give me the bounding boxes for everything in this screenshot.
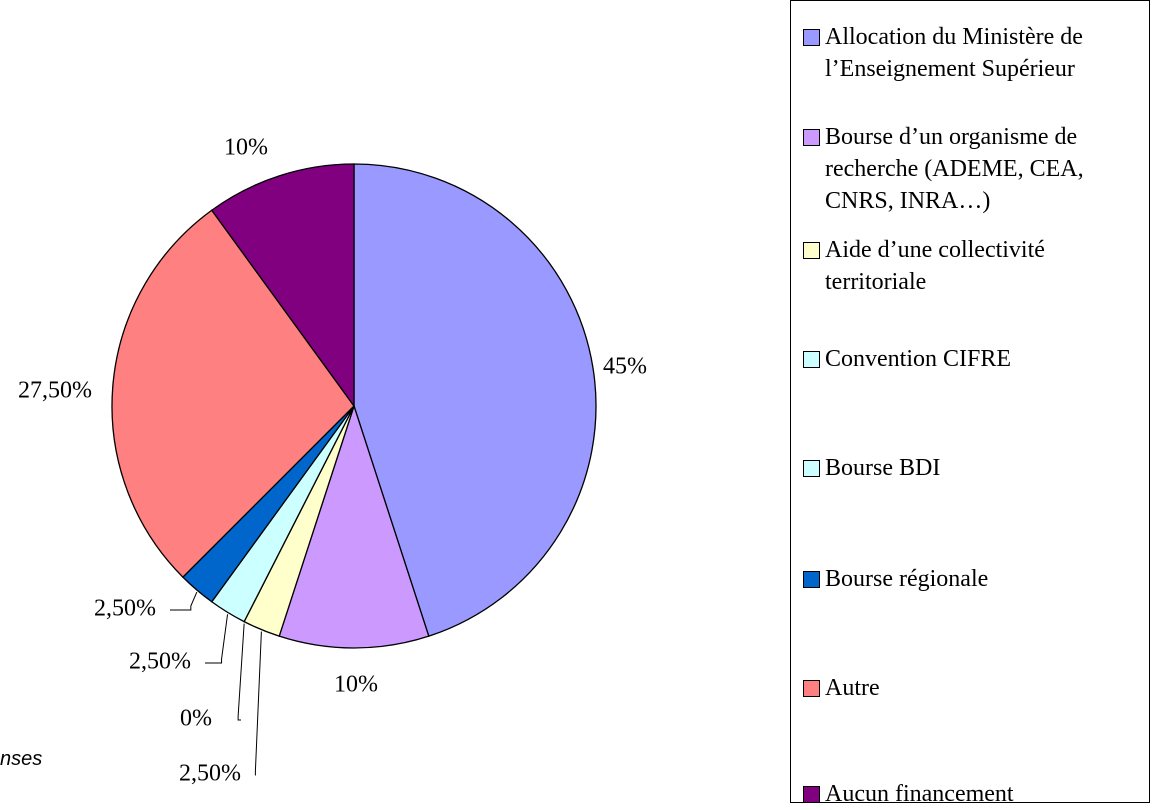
legend-swatch bbox=[803, 351, 820, 368]
data-label: 10% bbox=[334, 672, 378, 698]
legend-swatch bbox=[803, 680, 820, 697]
pie-slice bbox=[278, 403, 430, 649]
data-label: 10% bbox=[224, 135, 268, 161]
leader-line bbox=[205, 614, 229, 664]
legend-item: Allocation du Ministère de l’Enseignemen… bbox=[799, 21, 1144, 85]
legend-item: Aide d’une collectivité territoriale bbox=[799, 234, 1144, 298]
legend-label: Bourse d’un organisme de recherche (ADEM… bbox=[825, 124, 1084, 214]
legend-swatch bbox=[803, 786, 820, 803]
leader-line bbox=[170, 591, 198, 611]
legend-item: Aucun financement bbox=[799, 778, 1144, 810]
data-label: 2,50% bbox=[179, 761, 241, 787]
legend-label: Allocation du Ministère de l’Enseignemen… bbox=[825, 24, 1083, 82]
legend-swatch bbox=[803, 460, 820, 477]
legend: Allocation du Ministère de l’Enseignemen… bbox=[790, 0, 1150, 807]
legend-label: Bourse BDI bbox=[825, 455, 941, 481]
note: nses bbox=[0, 748, 43, 770]
legend-item: Autre bbox=[799, 672, 1144, 704]
chart: 45% 10% 2,50% 0% 2,50% 2,50% 27,50% 10% bbox=[18, 135, 647, 787]
legend-swatch bbox=[803, 29, 820, 46]
legend-swatch bbox=[803, 571, 820, 588]
leader-line bbox=[237, 623, 245, 721]
data-label: 2,50% bbox=[94, 596, 156, 622]
legend-swatch bbox=[803, 242, 820, 259]
legend-label: Aucun financement bbox=[825, 781, 1014, 807]
legend-item: Bourse régionale bbox=[799, 563, 1144, 595]
legend-item: Bourse d’un organisme de recherche (ADEM… bbox=[799, 121, 1144, 217]
legend-label: Convention CIFRE bbox=[825, 346, 1012, 372]
pie-slice bbox=[111, 209, 355, 579]
legend-item: Convention CIFRE bbox=[799, 343, 1144, 375]
pie-slice bbox=[353, 163, 597, 637]
leader-line bbox=[254, 631, 262, 776]
legend-label: Autre bbox=[825, 675, 880, 701]
legend-item: Bourse BDI bbox=[799, 452, 1144, 484]
legend-swatch bbox=[803, 129, 820, 146]
legend-label: Bourse régionale bbox=[825, 566, 989, 592]
data-label: 27,50% bbox=[18, 378, 92, 404]
data-label: 0% bbox=[180, 706, 212, 732]
data-label: 45% bbox=[603, 354, 647, 380]
pie-slice bbox=[210, 163, 355, 409]
legend-label: Aide d’une collectivité territoriale bbox=[825, 237, 1045, 295]
data-label: 2,50% bbox=[129, 649, 191, 675]
